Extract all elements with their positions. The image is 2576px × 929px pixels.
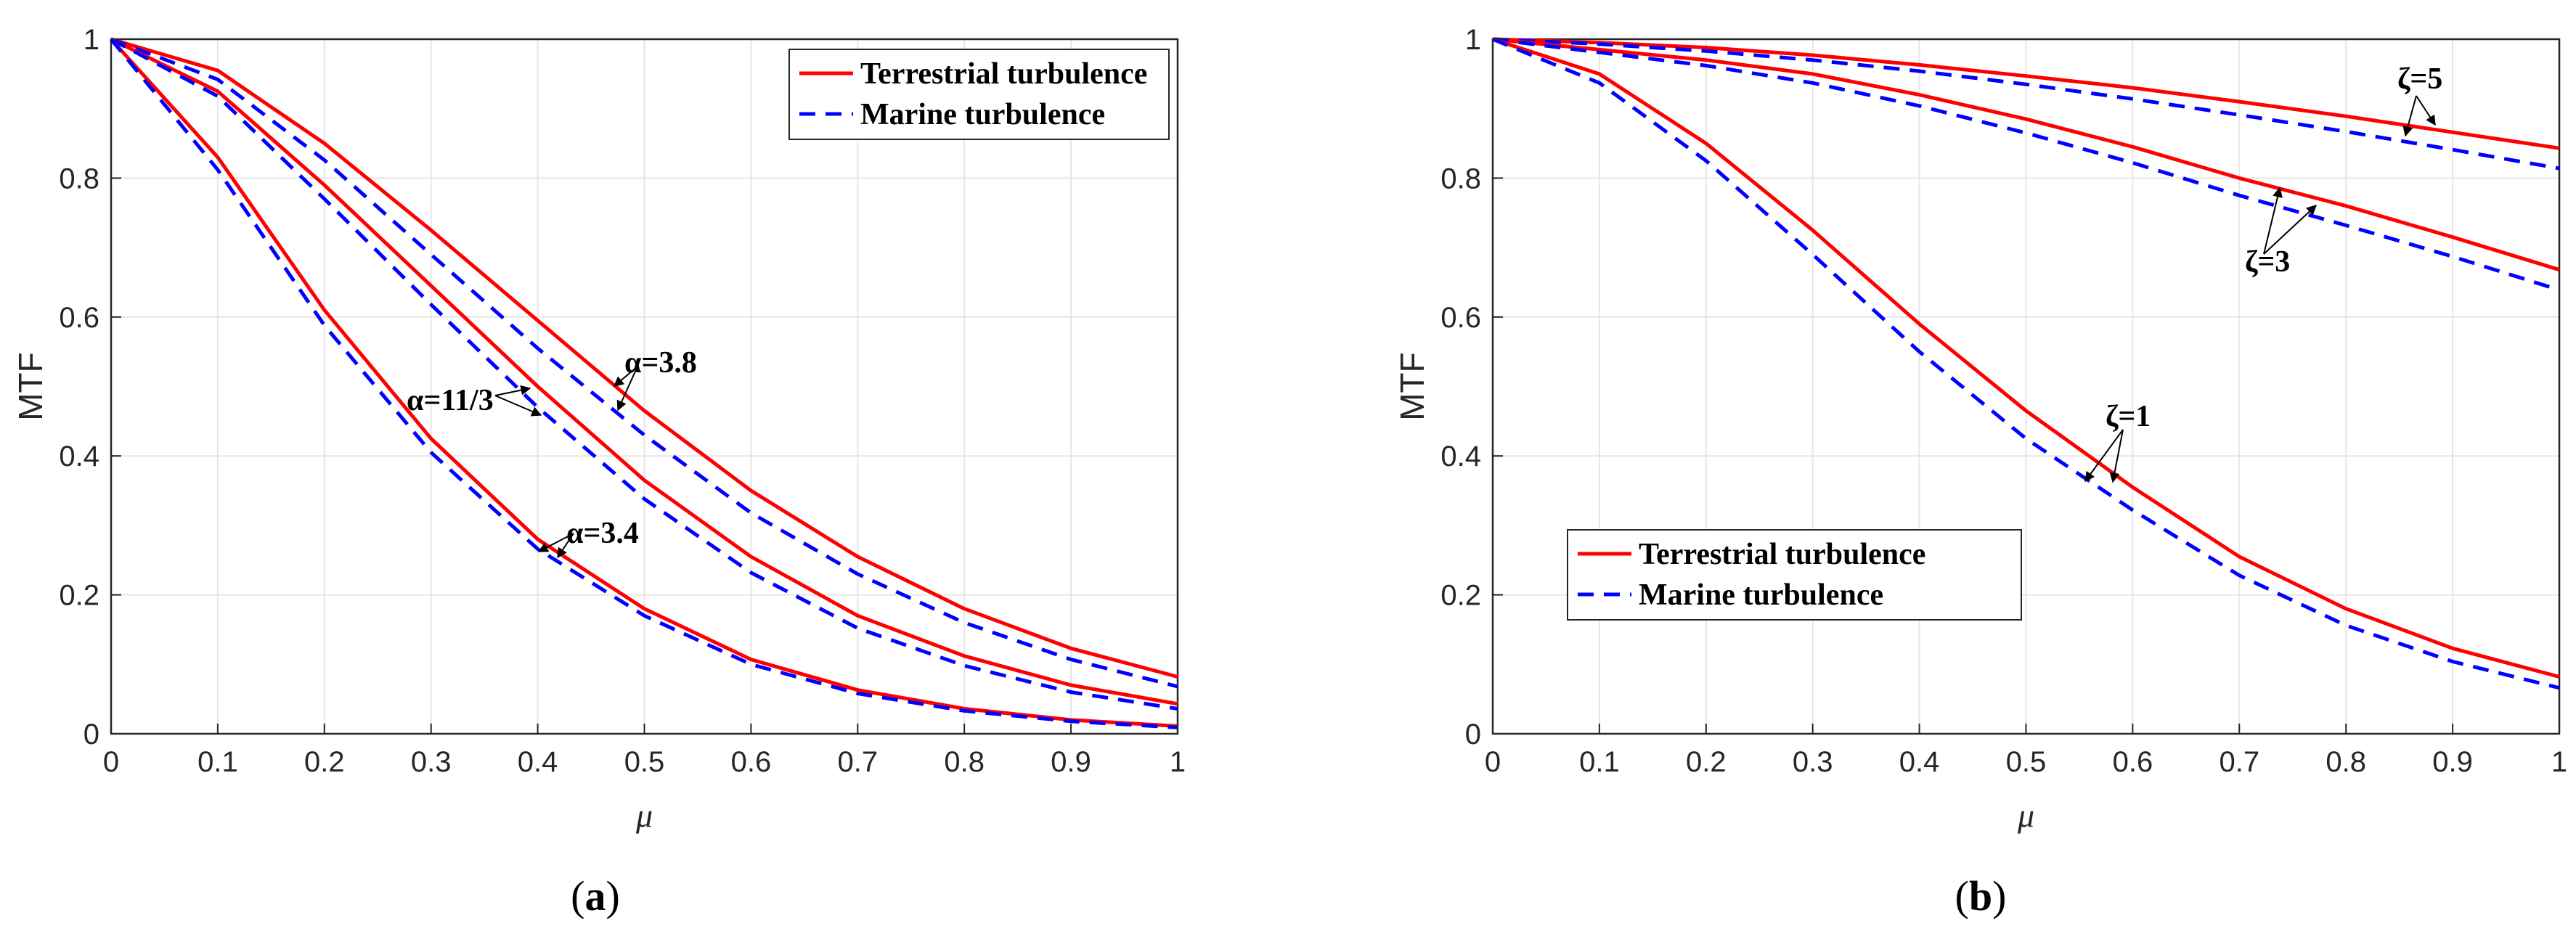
panel-a-annotation-alpha-3-8: α=3.8 [624,346,697,380]
x-tick-label: 0.1 [1579,746,1620,778]
y-tick-label: 0.8 [59,163,99,195]
x-tick-label: 0.3 [411,746,452,778]
annotation-arrow [537,533,574,552]
panel-a-y-ticks: 0 0.2 0.4 0.6 0.8 1 [59,24,121,750]
panel-b-legend-terrestrial-label: Terrestrial turbulence [1639,538,1925,571]
x-tick-label: 0.8 [2326,746,2366,778]
panel-b: 0 0.1 0.2 0.3 0.4 0.5 0.6 0.7 0.8 0.9 1 0 0.2 0.4 0.6… [1393,24,2567,920]
panel-a-legend-terrestrial-label: Terrestrial turbulence [860,57,1147,91]
y-tick-label: 1 [83,24,99,56]
panel-b-annotation-zeta-5: ζ=5 [2397,62,2442,96]
panel-b-y-ticks: 0 0.2 0.4 0.6 0.8 1 [1440,24,1503,750]
x-tick-label: 0.6 [2113,746,2153,778]
x-tick-label: 0.4 [1899,746,1940,778]
annotation-arrow [2263,187,2283,255]
series-line-1-marine [110,37,1178,689]
series-line-2-terrestrial [1492,37,2560,272]
panel-b-caption-letter: b [1969,872,1992,920]
panel-b-y-axis-label: MTF [1393,352,1431,421]
annotation-arrow [2109,429,2124,483]
series-line-0-terrestrial [110,37,1178,679]
series-line-4-terrestrial [1492,37,2560,679]
series-line-4-terrestrial [110,38,1178,728]
y-tick-label: 0 [83,719,99,750]
panel-b-x-axis-label: μ [2017,797,2034,834]
panel-a-annotations: α=3.8 α=11/3 α=3.4 [407,346,697,559]
x-tick-label: 1 [1170,746,1186,778]
y-tick-label: 0.6 [1440,302,1481,334]
panel-b-legend-box [1567,529,2022,621]
panel-a: 0 0.1 0.2 0.3 0.4 0.5 0.6 0.7 0.8 0.9 1 0 0.2 0.4 0.6… [12,24,1186,920]
y-tick-label: 0.8 [1440,163,1481,195]
panel-a-x-axis-label: μ [635,797,653,834]
annotation-arrow [2416,95,2436,126]
panel-b-legend-marine-label: Marine turbulence [1639,578,1883,612]
y-tick-label: 0.2 [59,580,99,612]
series-line-3-marine [110,37,1178,711]
x-tick-label: 0.4 [518,746,558,778]
annotation-arrow [2263,205,2318,255]
x-tick-label: 0.7 [837,746,878,778]
annotation-arrow [494,395,542,417]
series-line-1-marine [1492,37,2560,171]
x-tick-label: 0.2 [304,746,345,778]
y-tick-label: 1 [1465,24,1481,56]
panel-b-caption: (b) [1955,872,2007,920]
annotation-arrow [494,385,531,396]
panel-a-legend-box [788,49,1170,140]
x-tick-label: 0 [103,746,119,778]
series-line-2-terrestrial [110,37,1178,706]
annotation-arrow [616,366,638,412]
annotation-arrow [2402,95,2417,137]
series-line-0-terrestrial [1492,37,2560,150]
panel-b-series [1492,37,2560,690]
x-tick-label: 0.1 [197,746,238,778]
annotation-arrow [2084,429,2124,483]
panel-a-legend-marine-label: Marine turbulence [860,98,1105,131]
x-tick-label: 0.9 [2432,746,2473,778]
annotation-arrow [557,533,574,559]
panel-b-x-ticks: 0 0.1 0.2 0.3 0.4 0.5 0.6 0.7 0.8 0.9 1 [1485,724,2567,778]
panel-a-x-ticks: 0 0.1 0.2 0.3 0.4 0.5 0.6 0.7 0.8 0.9 1 [103,724,1186,778]
panel-a-annotation-alpha-3-4: α=3.4 [566,517,639,550]
panel-a-caption-letter: a [585,872,606,920]
x-tick-label: 0.8 [944,746,985,778]
panel-a-legend: Terrestrial turbulence Marine turbulence [788,49,1170,140]
x-tick-label: 1 [2551,746,2567,778]
panel-b-annotation-zeta-1: ζ=1 [2106,400,2151,433]
panel-b-annotations: ζ=5 ζ=3 ζ=1 [2084,62,2442,483]
panel-a-annotation-alpha-11-3: α=11/3 [407,384,494,417]
x-tick-label: 0.2 [1686,746,1727,778]
y-tick-label: 0.4 [59,441,99,472]
y-tick-label: 0.6 [59,302,99,334]
x-tick-label: 0.3 [1793,746,1833,778]
annotation-arrow [613,366,638,387]
x-tick-label: 0.9 [1051,746,1091,778]
panel-a-y-axis-label: MTF [12,352,49,421]
x-tick-label: 0 [1485,746,1501,778]
x-tick-label: 0.5 [2006,746,2047,778]
y-tick-label: 0 [1465,719,1481,750]
panel-a-series [110,37,1178,729]
panel-a-caption: (a) [571,872,620,920]
x-tick-label: 0.6 [731,746,772,778]
y-tick-label: 0.2 [1440,580,1481,612]
x-tick-label: 0.5 [624,746,665,778]
series-line-5-marine [110,38,1178,729]
panel-b-legend: Terrestrial turbulence Marine turbulence [1567,529,2022,621]
y-tick-label: 0.4 [1440,441,1481,472]
series-line-5-marine [1492,37,2560,690]
x-tick-label: 0.7 [2219,746,2259,778]
